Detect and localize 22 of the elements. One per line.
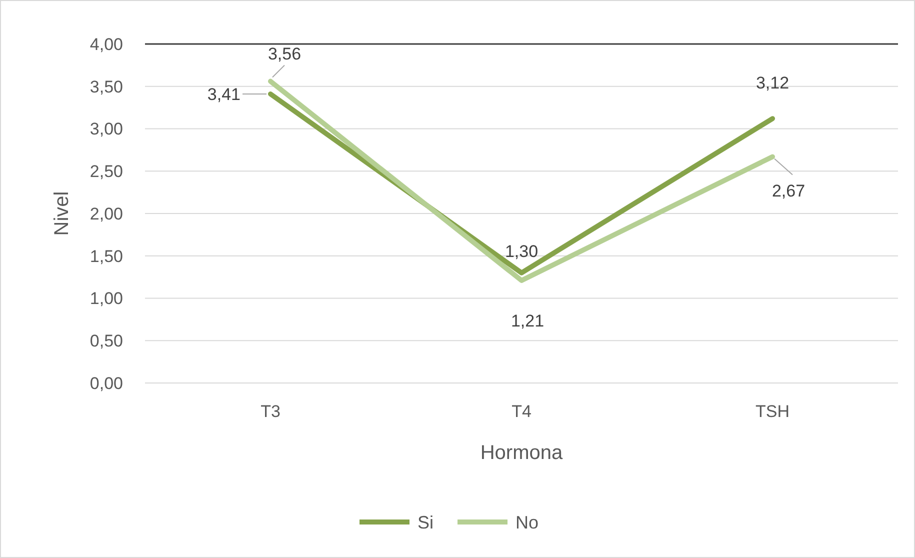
y-tick-label: 1,00 xyxy=(90,289,123,308)
y-tick-label: 2,50 xyxy=(90,162,123,182)
data-label: 3,56 xyxy=(268,44,302,64)
y-tick-label: 0,50 xyxy=(90,332,123,351)
y-tick-label: 1,50 xyxy=(90,246,123,266)
y-tick-label: 2,00 xyxy=(90,204,123,224)
y-tick-label: 0,00 xyxy=(90,374,123,393)
legend-label: Si xyxy=(418,512,434,532)
x-tick-label: T3 xyxy=(260,402,280,421)
x-tick-label: T4 xyxy=(512,402,532,421)
x-axis-title: Hormona xyxy=(480,442,564,464)
legend-label: No xyxy=(516,512,539,532)
data-label: 1,30 xyxy=(504,242,538,261)
data-label: 1,21 xyxy=(510,311,544,330)
y-tick-label: 4,00 xyxy=(90,34,123,54)
y-axis-title: Nivel xyxy=(51,191,73,236)
data-label: 3,41 xyxy=(207,85,240,104)
y-tick-label: 3,50 xyxy=(90,77,123,96)
y-tick-label: 3,00 xyxy=(90,120,123,139)
data-label: 3,12 xyxy=(756,74,790,93)
data-label: 2,67 xyxy=(772,182,806,201)
x-tick-label: TSH xyxy=(756,402,790,421)
